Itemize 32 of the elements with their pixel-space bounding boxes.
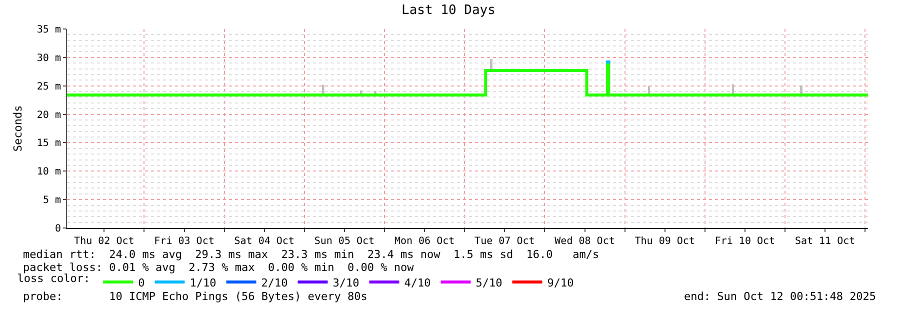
text: probe: 10 ICMP Echo Pings (56 Bytes) every 80s [23,290,368,303]
legend-label: 2/10 [261,276,288,290]
text: median rtt: 24.0 ms avg 29.3 ms max 23.3 ms min 23.4 ms now 1.5 ms sd 16.0 am/s [23,248,600,261]
x-tick-label: Fri 10 Oct [714,236,776,247]
legend-title: loss color: [17,272,90,285]
text: packet loss: 0.01 % avg 2.73 % max 0.00 % min 0.00 % now [23,261,414,274]
y-tick-label: 35 m [36,24,61,36]
y-tick-label: 25 m [36,81,61,92]
y-tick-label: 0 [54,224,61,234]
y-tick-label: 5 m [42,195,61,206]
legend-label: 0 [138,276,145,290]
y-tick-label: 20 m [36,110,61,121]
x-tick-label: Mon 06 Oct [394,236,455,247]
x-tick-label: Wed 08 Oct [554,236,615,247]
y-axis-title: Seconds [12,105,25,152]
legend-label: 1/10 [190,276,216,290]
x-tick-label: Sun 05 Oct [314,236,375,247]
legend-label: 3/10 [332,276,360,290]
x-tick-label: Tue 07 Oct [474,236,535,247]
x-tick-label: Thu 09 Oct [634,236,695,247]
x-tick-label: Sat 11 Oct [794,236,856,247]
x-tick-label: Sat 04 Oct [234,236,294,247]
legend-label: 5/10 [476,276,502,290]
legend-label: 9/10 [547,276,574,290]
legend-label: 4/10 [404,276,431,290]
y-tick-label: 15 m [36,138,61,150]
x-tick-label: Thu 02 Oct [74,236,134,247]
chart-title: Last 10 Days [402,2,496,18]
x-tick-label: Fri 03 Oct [154,236,214,247]
text: end: Sun Oct 12 00:51:48 2025 [684,290,876,303]
y-tick-label: 30 m [36,52,61,64]
y-tick-label: 10 m [36,166,61,178]
